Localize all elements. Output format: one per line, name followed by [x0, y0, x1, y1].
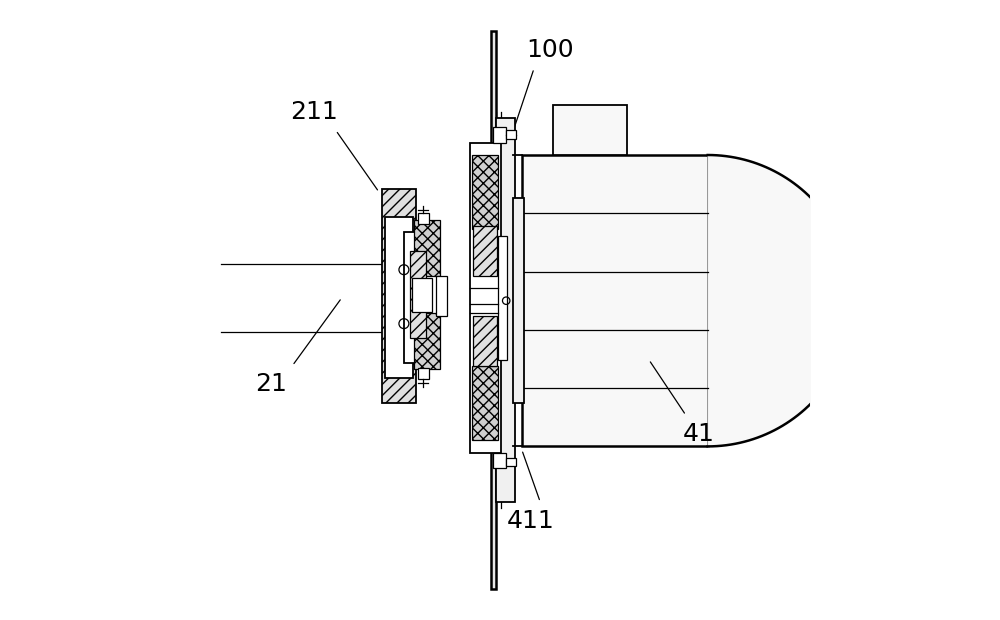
Bar	[414, 220, 440, 276]
Bar	[385, 217, 413, 378]
Bar	[418, 368, 429, 379]
Text: 21: 21	[255, 373, 287, 396]
Bar	[498, 236, 507, 360]
Bar	[491, 31, 496, 589]
Bar	[472, 366, 498, 440]
Bar	[382, 189, 416, 403]
Bar	[506, 458, 516, 466]
Bar	[553, 105, 627, 155]
Bar	[414, 313, 440, 369]
Text: 100: 100	[526, 38, 573, 61]
Bar	[418, 213, 429, 224]
Bar	[472, 155, 498, 229]
Text: 211: 211	[290, 100, 338, 123]
Bar	[513, 198, 524, 403]
Bar	[506, 130, 516, 139]
Bar	[470, 143, 501, 453]
Bar	[404, 232, 438, 363]
Bar	[496, 118, 515, 502]
Text: 41: 41	[682, 422, 714, 446]
Bar	[410, 251, 426, 338]
Bar	[436, 276, 447, 316]
Bar	[522, 155, 708, 446]
Text: 411: 411	[507, 509, 555, 533]
Bar	[473, 316, 497, 366]
Bar	[493, 127, 506, 143]
Bar	[493, 453, 506, 468]
Bar	[412, 278, 432, 312]
Bar	[473, 226, 497, 276]
